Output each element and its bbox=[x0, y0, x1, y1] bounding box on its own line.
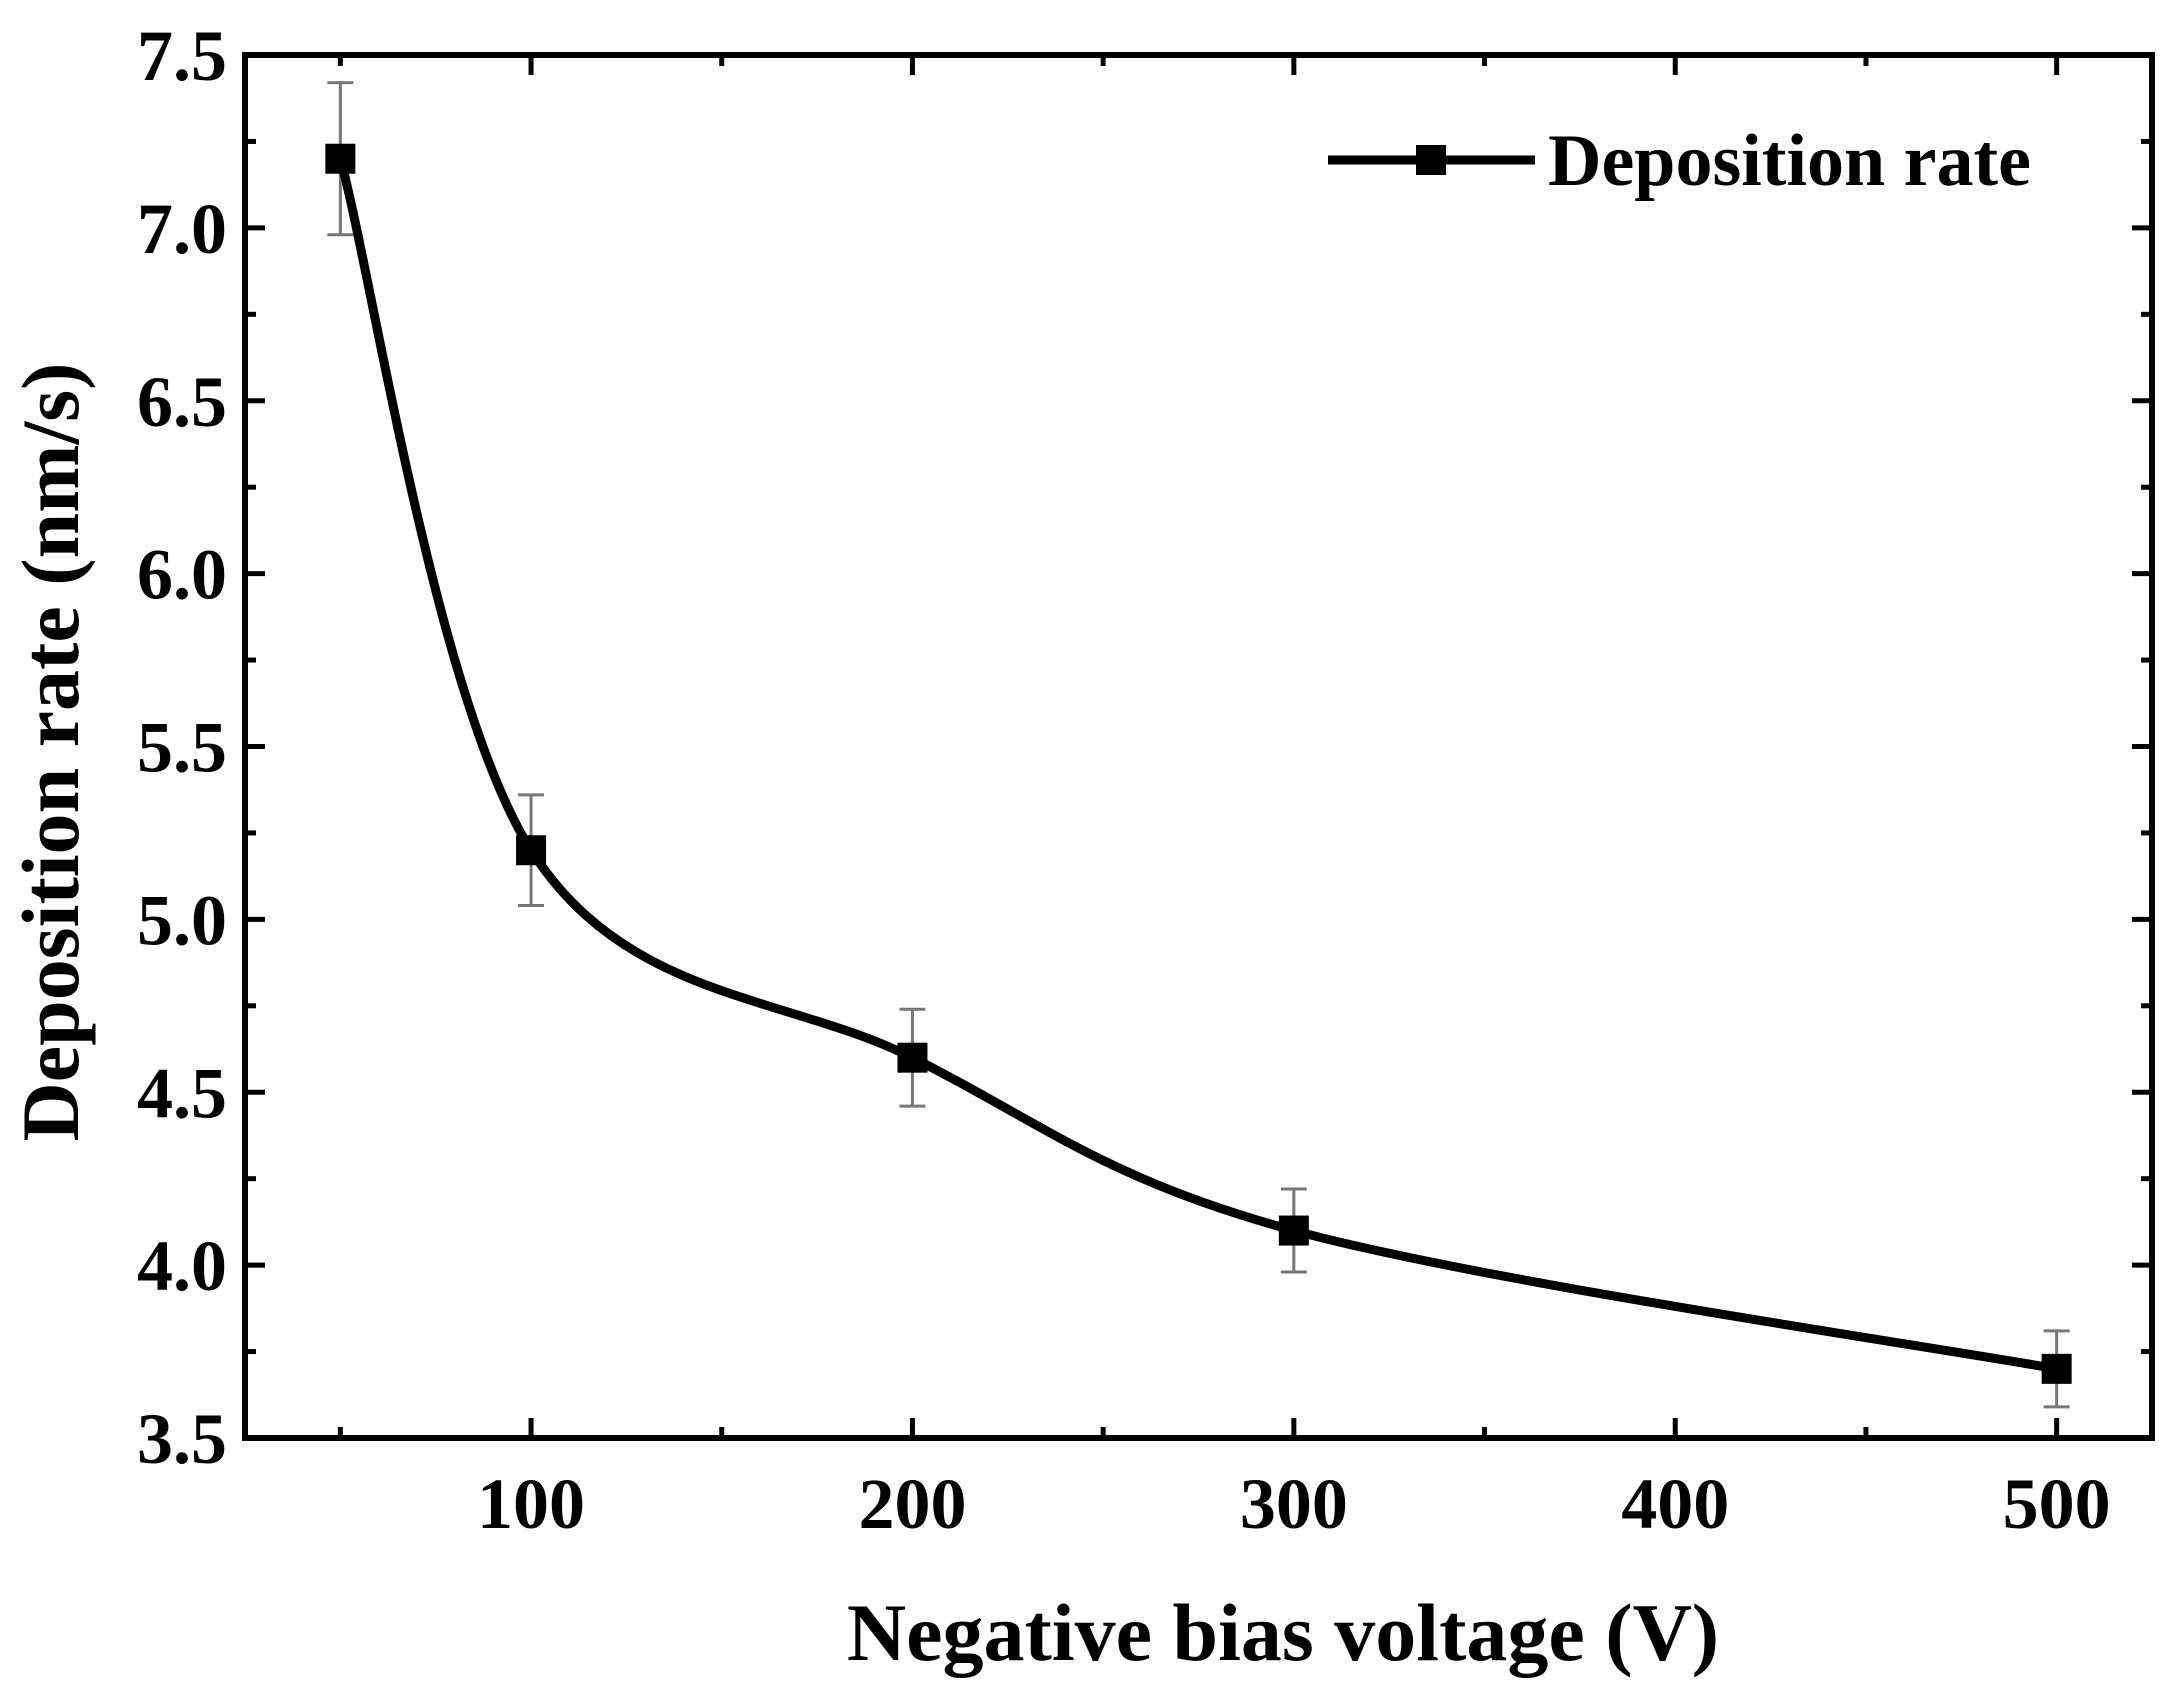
x-axis-title: Negative bias voltage (V) bbox=[847, 1587, 1719, 1678]
legend: Deposition rate bbox=[1328, 120, 2031, 202]
x-tick-label: 300 bbox=[1240, 1464, 1348, 1544]
legend-marker bbox=[1416, 145, 1446, 175]
error-bars bbox=[327, 81, 2070, 1409]
y-tick-label: 5.5 bbox=[137, 708, 227, 788]
x-tick-label: 500 bbox=[2003, 1464, 2111, 1544]
data-point bbox=[897, 1042, 928, 1073]
y-tick-label: 4.5 bbox=[137, 1053, 227, 1133]
y-tick-label: 4.0 bbox=[137, 1226, 227, 1306]
series-line bbox=[336, 157, 2058, 1374]
series-markers bbox=[325, 143, 2072, 1384]
data-point bbox=[1278, 1215, 1309, 1246]
x-tick-label: 200 bbox=[858, 1464, 966, 1544]
y-tick-label: 7.5 bbox=[137, 16, 227, 96]
axes-layer: 100 200 300 400 500 3.5 4.0 4.5 5.0 5.5 6.0 6.5 7.0 7… bbox=[137, 16, 2155, 1544]
x-tick-label: 100 bbox=[477, 1464, 585, 1544]
x-tick-label: 400 bbox=[1621, 1464, 1729, 1544]
series-lines bbox=[336, 157, 2058, 1374]
plot-frame bbox=[242, 52, 2155, 1441]
y-tick-label: 3.5 bbox=[137, 1399, 227, 1479]
y-tick-label: 6.5 bbox=[137, 362, 227, 442]
y-tick-label: 7.0 bbox=[137, 189, 227, 269]
data-point bbox=[2041, 1353, 2072, 1384]
y-tick-label: 6.0 bbox=[137, 535, 227, 615]
data-point bbox=[516, 835, 547, 866]
legend-label: Deposition rate bbox=[1548, 120, 2031, 202]
y-axis-title: Deposition rate (nm/s) bbox=[5, 363, 96, 1142]
data-point bbox=[325, 143, 356, 174]
y-tick-label: 5.0 bbox=[137, 880, 227, 960]
